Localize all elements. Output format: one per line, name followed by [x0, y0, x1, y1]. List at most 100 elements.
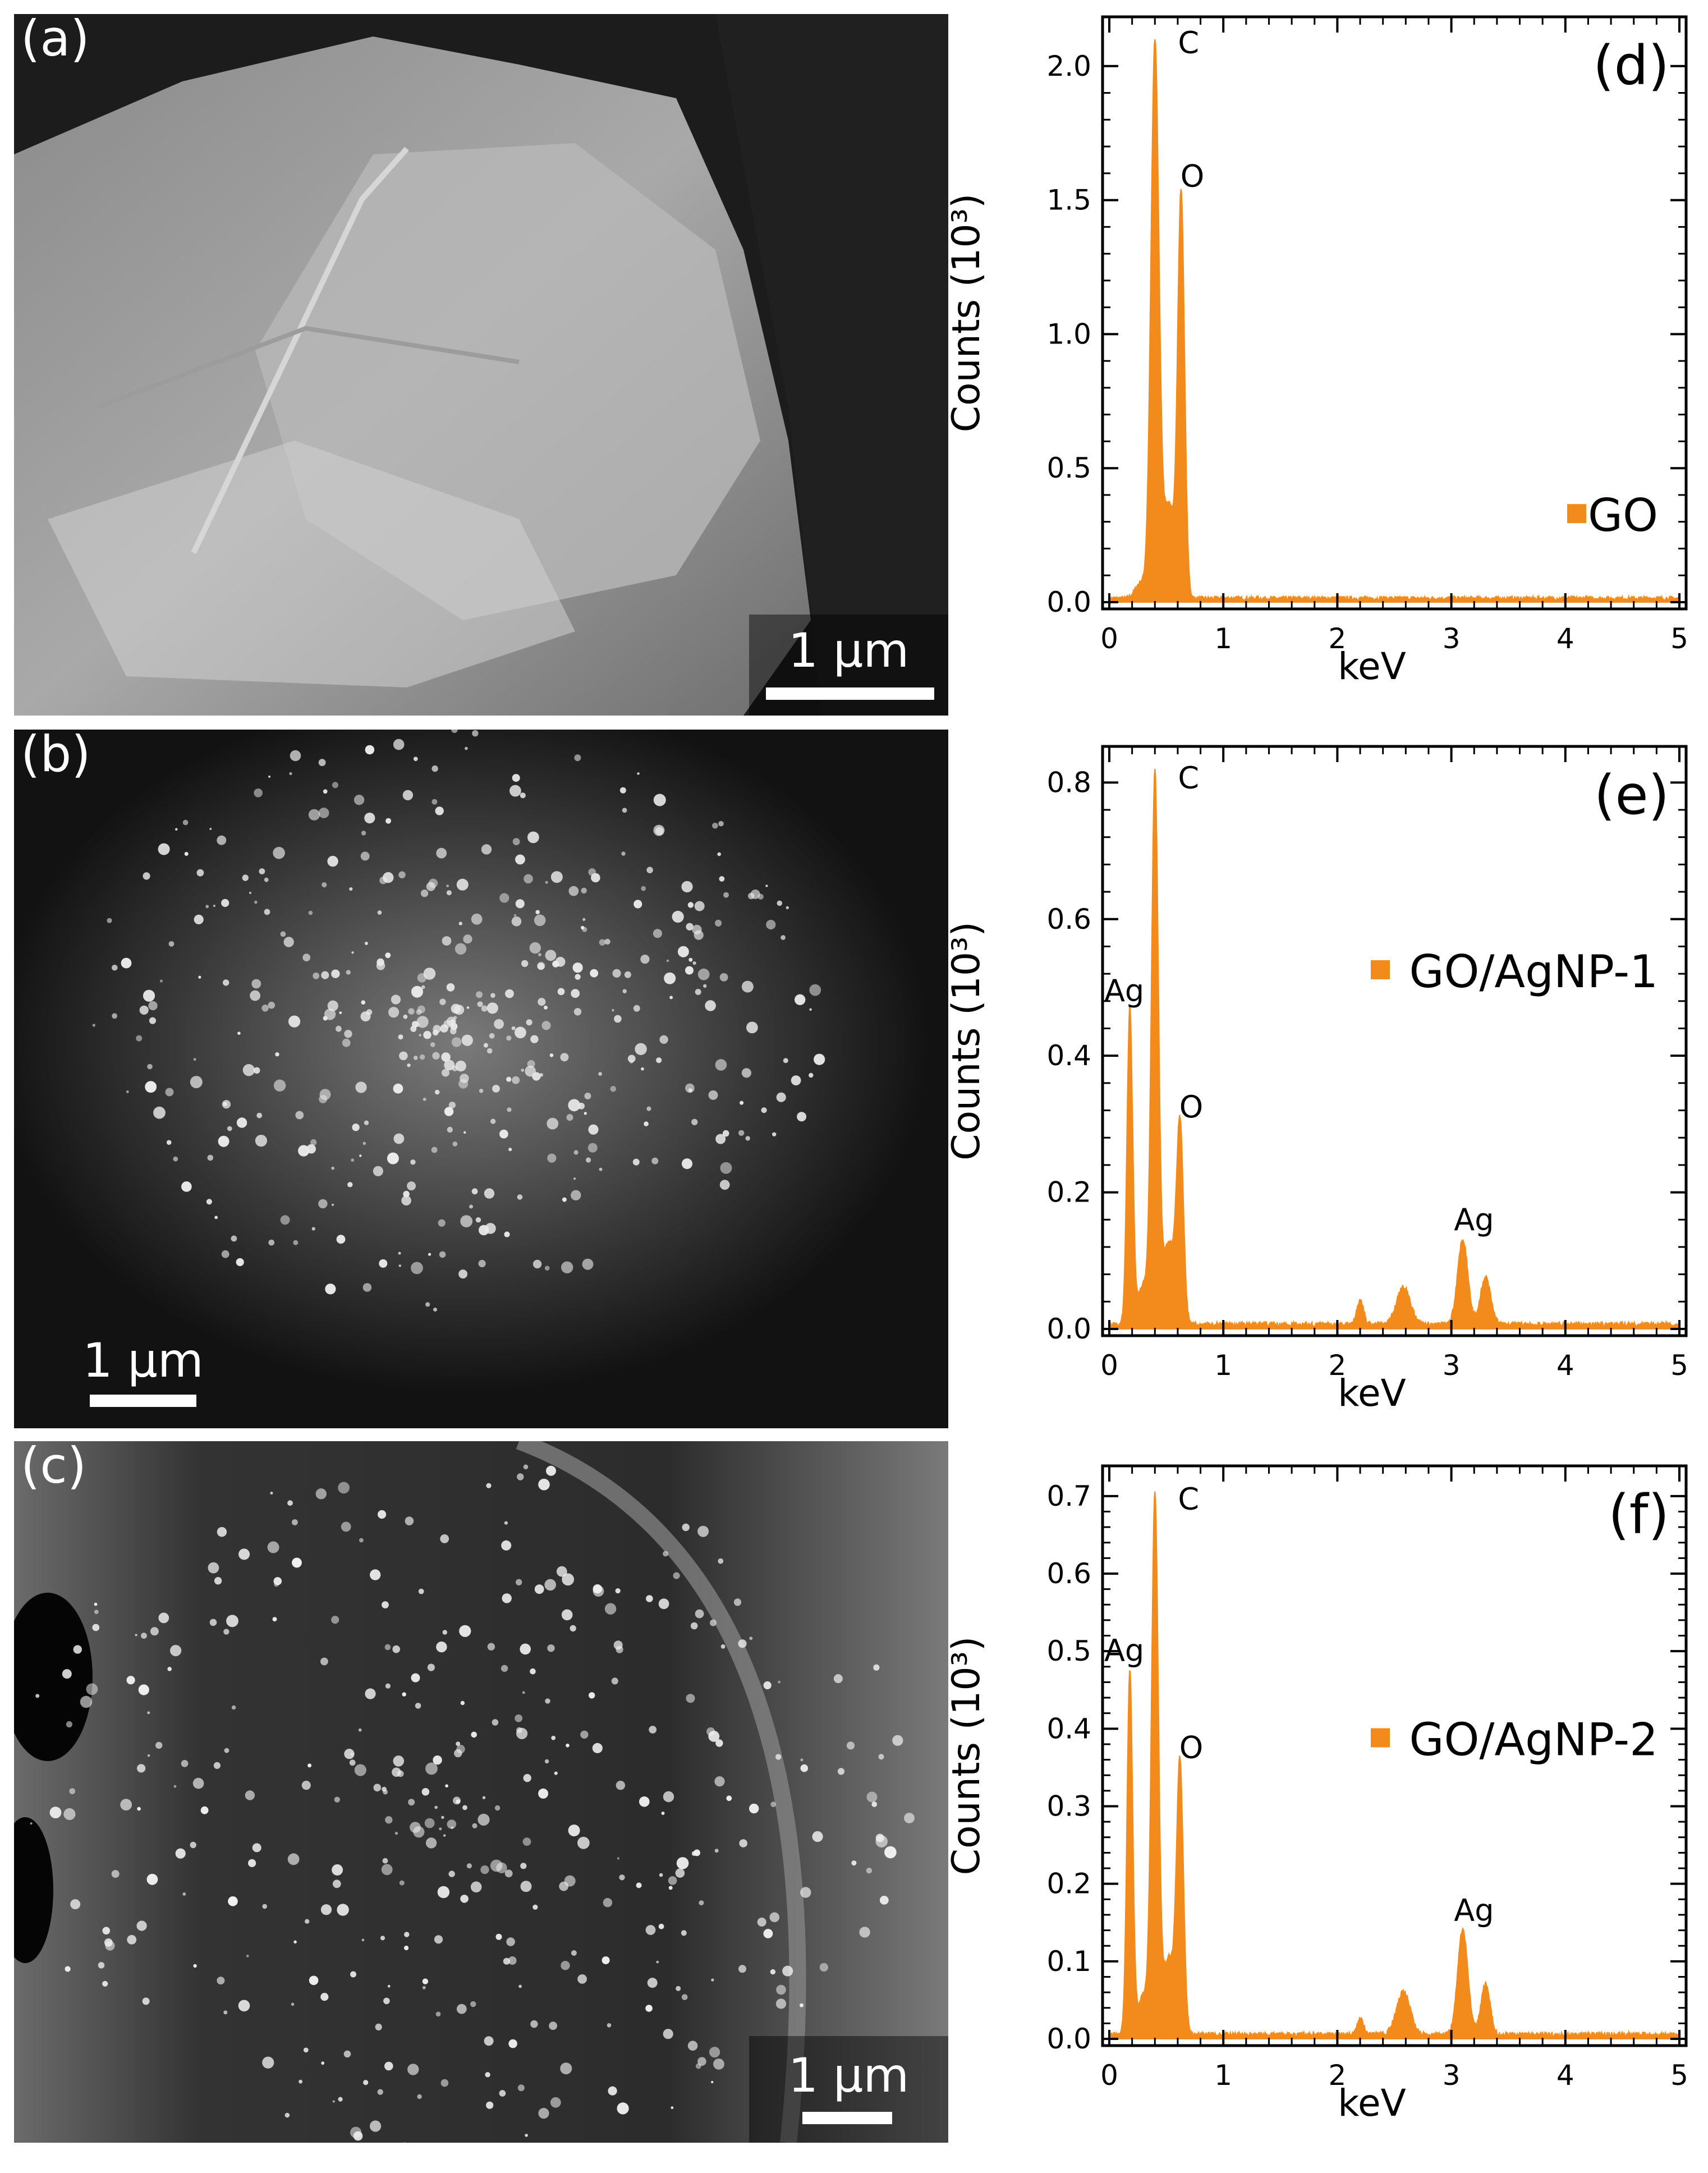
x-tick-label: 3	[1443, 622, 1461, 655]
nanoparticle	[264, 877, 269, 882]
nanoparticle	[676, 1986, 681, 1991]
nanoparticle	[332, 2100, 335, 2103]
nanoparticle	[410, 1822, 421, 1833]
x-axis-label: keV	[1338, 645, 1406, 688]
nanoparticle	[280, 1215, 290, 1225]
nanoparticle	[769, 1912, 780, 1923]
nanoparticle	[486, 1483, 492, 1488]
nanoparticle	[591, 873, 600, 883]
nanoparticle	[414, 1056, 418, 1060]
peak-label-c: C	[1178, 1482, 1199, 1517]
nanoparticle	[205, 905, 209, 909]
nanoparticle	[223, 2010, 228, 2015]
nanoparticle	[455, 1060, 466, 1072]
nanoparticle	[694, 901, 705, 911]
nanoparticle	[416, 1016, 429, 1028]
nanoparticle	[770, 1801, 777, 1808]
nanoparticle	[776, 1984, 786, 1995]
nanoparticle	[214, 1216, 218, 1220]
nanoparticle	[198, 975, 201, 979]
nanoparticle	[446, 983, 455, 992]
nanoparticle	[135, 1634, 137, 1636]
nanoparticle	[517, 1194, 523, 1200]
y-tick-label: 0.5	[1046, 1635, 1091, 1667]
nanoparticle	[375, 2023, 382, 2030]
nanoparticle	[611, 1677, 618, 1685]
nanoparticle	[336, 1235, 346, 1244]
nanoparticle	[242, 874, 249, 881]
nanoparticle	[532, 1072, 541, 1081]
nanoparticle	[604, 1603, 617, 1615]
nanoparticle	[393, 1133, 405, 1144]
y-tick-label: 0.1	[1046, 1945, 1091, 1978]
nanoparticle	[92, 1624, 100, 1631]
y-tick-label: 0.0	[1046, 586, 1091, 618]
nanoparticle	[146, 1873, 158, 1885]
nanoparticle	[332, 1879, 341, 1888]
plot-frame	[1101, 745, 1688, 1337]
nanoparticle	[450, 1028, 457, 1035]
nanoparticle	[226, 1615, 238, 1628]
nanoparticle	[647, 1978, 658, 1988]
nanoparticle	[66, 1721, 72, 1728]
nanoparticle	[538, 2108, 549, 2119]
nanoparticle	[370, 1569, 381, 1580]
nanoparticle	[287, 1500, 293, 1506]
nanoparticle	[352, 1124, 360, 1131]
nanoparticle	[501, 1665, 508, 1672]
nanoparticle	[573, 1177, 576, 1180]
nanoparticle	[463, 1131, 466, 1134]
nanoparticle	[353, 795, 365, 805]
nanoparticle	[499, 893, 509, 903]
nanoparticle	[695, 989, 701, 995]
nanoparticle	[795, 994, 806, 1005]
y-tick-label: 1.0	[1046, 318, 1091, 350]
nanoparticle	[209, 828, 212, 830]
peak-label-ag: Ag	[1104, 973, 1144, 1008]
nanoparticle	[273, 847, 285, 859]
nanoparticle	[332, 782, 338, 788]
nanoparticle	[268, 1239, 275, 1246]
nanoparticle	[530, 1668, 536, 1675]
nanoparticle	[438, 1219, 446, 1227]
nanoparticle	[274, 1582, 279, 1587]
nanoparticle	[80, 1695, 93, 1708]
nanoparticle	[622, 808, 627, 813]
nanoparticle	[194, 914, 204, 924]
nanoparticle	[425, 1302, 430, 1307]
nanoparticle	[544, 1759, 549, 1764]
scale-bar-text-c: 1 µm	[788, 2048, 910, 2103]
nanoparticle	[624, 971, 631, 978]
nanoparticle	[292, 1519, 298, 1525]
nanoparticle	[373, 1784, 382, 1792]
nanoparticle	[521, 960, 529, 968]
nanoparticle	[681, 1930, 687, 1936]
nanoparticle	[720, 1162, 732, 1174]
spectrum-area	[1109, 39, 1680, 603]
nanoparticle	[65, 1966, 71, 1972]
nanoparticle	[490, 1859, 503, 1872]
nanoparticle	[431, 765, 438, 772]
nanoparticle	[417, 1005, 425, 1014]
nanoparticle	[551, 1735, 556, 1740]
sem-micrograph-go-agnp-1-icon	[14, 730, 948, 1428]
nanoparticle	[62, 1669, 72, 1679]
nanoparticle	[549, 1053, 554, 1057]
panel-label-a: (a)	[21, 14, 90, 67]
nanoparticle	[545, 881, 548, 884]
nanoparticle	[302, 953, 311, 961]
nanoparticle	[709, 2047, 720, 2058]
nanoparticle	[399, 1880, 405, 1886]
y-tick-label: 0.2	[1046, 1176, 1091, 1209]
nanoparticle	[433, 1029, 439, 1036]
nanoparticle	[126, 1090, 129, 1093]
nanoparticle	[681, 1994, 688, 2000]
nanoparticle	[653, 929, 662, 938]
nanoparticle	[231, 1705, 236, 1710]
nanoparticle	[472, 730, 479, 737]
nanoparticle	[439, 1251, 446, 1258]
x-tick-label: 1	[1214, 1349, 1232, 1382]
nanoparticle	[566, 1114, 573, 1121]
nanoparticle	[708, 1090, 718, 1100]
nanoparticle	[456, 2004, 467, 2014]
